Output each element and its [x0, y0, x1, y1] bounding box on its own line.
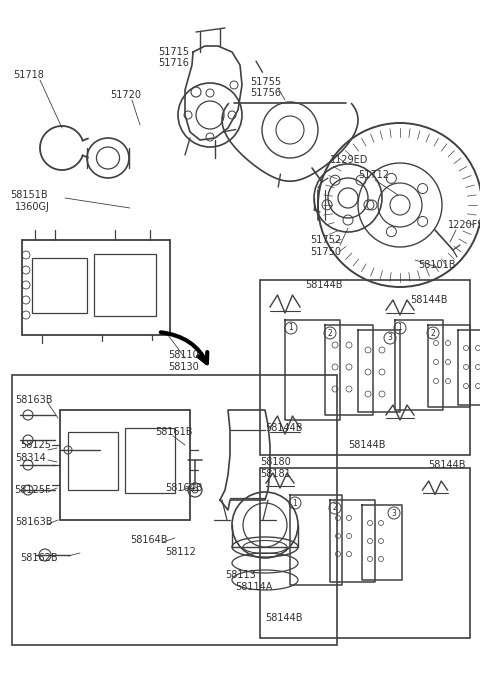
- Text: 51718: 51718: [13, 70, 44, 80]
- Text: 2: 2: [431, 328, 435, 337]
- Text: 58144B: 58144B: [348, 440, 385, 450]
- Text: 58101B: 58101B: [418, 260, 456, 270]
- Bar: [22, 240, 170, 335]
- Text: 51755: 51755: [250, 77, 281, 87]
- Text: 58125: 58125: [20, 440, 51, 450]
- Text: 51715: 51715: [158, 47, 189, 57]
- Bar: [94, 254, 156, 316]
- Text: 58144B: 58144B: [428, 460, 466, 470]
- Text: 1220FS: 1220FS: [448, 220, 480, 230]
- Text: 58113: 58113: [225, 570, 256, 580]
- Bar: [12, 375, 337, 645]
- Text: 3: 3: [387, 334, 393, 343]
- Text: 3: 3: [392, 509, 396, 518]
- Text: 1: 1: [288, 324, 293, 332]
- Text: 58130: 58130: [168, 362, 199, 372]
- Text: 51750: 51750: [310, 247, 341, 257]
- Bar: [68, 432, 118, 490]
- Text: 58144B: 58144B: [265, 423, 302, 433]
- Text: 58125F: 58125F: [14, 485, 50, 495]
- Bar: [32, 258, 87, 313]
- Text: 51720: 51720: [110, 90, 141, 100]
- Text: 58180: 58180: [260, 457, 291, 467]
- Text: 58144B: 58144B: [410, 295, 447, 305]
- Text: 58163B: 58163B: [15, 395, 52, 405]
- Bar: [260, 280, 470, 455]
- Text: 58144B: 58144B: [265, 613, 302, 623]
- Text: 58163B: 58163B: [15, 517, 52, 527]
- Text: 1129ED: 1129ED: [330, 155, 368, 165]
- Text: 51752: 51752: [310, 235, 341, 245]
- Text: 51756: 51756: [250, 88, 281, 98]
- Text: 58181: 58181: [260, 469, 291, 479]
- Text: 2: 2: [328, 328, 332, 337]
- Text: 1: 1: [293, 499, 298, 507]
- Text: 1: 1: [397, 324, 402, 332]
- Text: 58112: 58112: [165, 547, 196, 557]
- Text: 58114A: 58114A: [235, 582, 272, 592]
- Text: 58110: 58110: [168, 350, 199, 360]
- Text: 58161B: 58161B: [155, 427, 192, 437]
- Text: 58162B: 58162B: [20, 553, 58, 563]
- Bar: [125, 428, 175, 493]
- Text: 58164B: 58164B: [165, 483, 203, 493]
- Bar: [260, 468, 470, 638]
- Text: 2: 2: [333, 503, 337, 513]
- Text: 51712: 51712: [358, 170, 389, 180]
- Text: 1360GJ: 1360GJ: [15, 202, 50, 212]
- Bar: [60, 410, 190, 520]
- Text: 58314: 58314: [15, 453, 46, 463]
- Text: 58144B: 58144B: [305, 280, 343, 290]
- Text: 58164B: 58164B: [130, 535, 168, 545]
- Text: 58151B: 58151B: [10, 190, 48, 200]
- Text: 51716: 51716: [158, 58, 189, 68]
